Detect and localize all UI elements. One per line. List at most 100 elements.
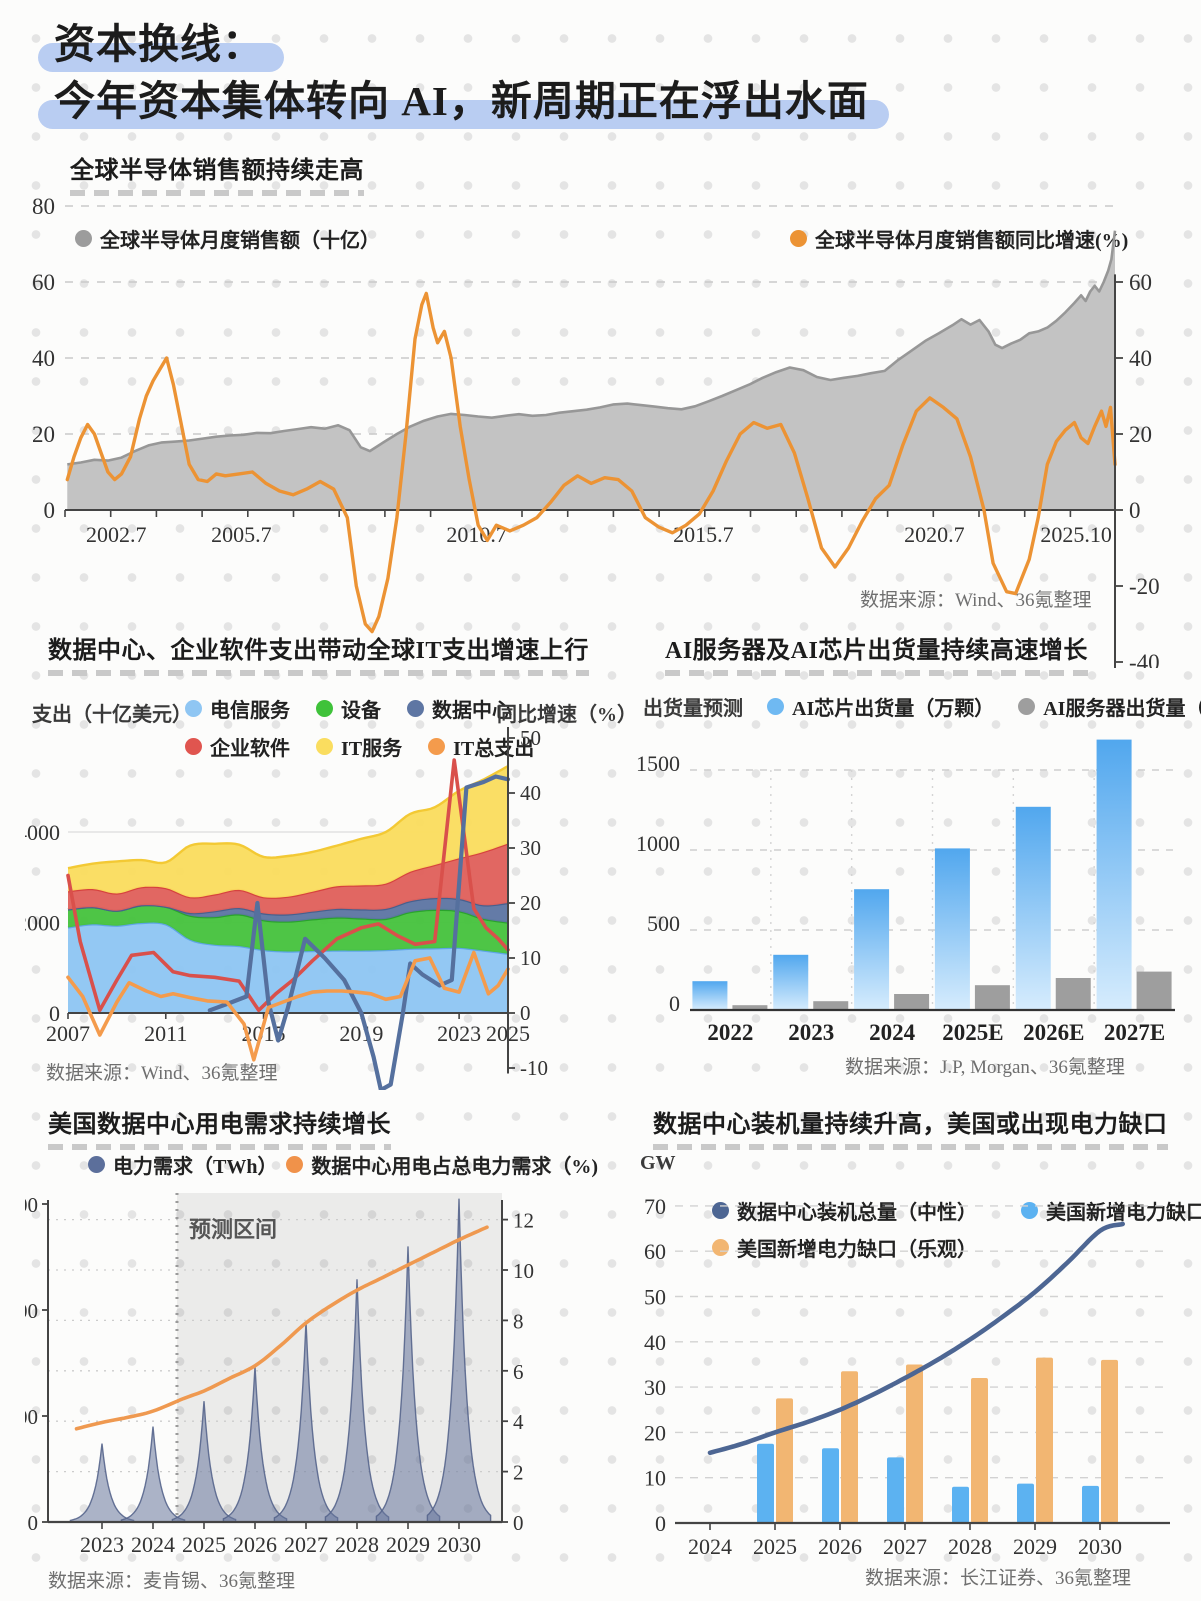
svg-text:1500: 1500 xyxy=(636,751,680,776)
svg-text:4: 4 xyxy=(513,1410,524,1434)
svg-text:6: 6 xyxy=(513,1360,524,1384)
section-title-wrap: 数据中心装机量持续升高，美国或出现电力缺口 xyxy=(653,1104,1168,1150)
chart-source: 数据来源：J.P, Morgan、36氪整理 xyxy=(845,1057,1125,1078)
svg-text:40: 40 xyxy=(644,1330,666,1355)
svg-text:40: 40 xyxy=(1129,346,1152,371)
svg-text:2025: 2025 xyxy=(753,1534,797,1559)
svg-text:2029: 2029 xyxy=(1013,1534,1057,1559)
forecast-note-label: 出货量预测 xyxy=(643,698,743,720)
title-highlight-2: 今年资本集体转向 AI，新周期正在浮出水面 xyxy=(38,81,889,129)
title-underline xyxy=(653,1144,1168,1150)
svg-text:60: 60 xyxy=(644,1239,666,1264)
legend-item: IT总支出 xyxy=(428,732,534,761)
legend-label: 全球半导体月度销售额同比增速(%) xyxy=(815,230,1129,252)
legend-item: 数据中心用电占总电力需求（%) xyxy=(286,1150,598,1179)
svg-text:70: 70 xyxy=(644,1194,666,1219)
svg-text:0: 0 xyxy=(520,1001,531,1025)
svg-text:2002.7: 2002.7 xyxy=(86,522,147,547)
legend-dot-icon xyxy=(286,1156,304,1173)
legend-item: AI服务器出货量（万台） xyxy=(1018,692,1201,721)
svg-text:30: 30 xyxy=(644,1375,666,1400)
svg-text:2022: 2022 xyxy=(707,1020,753,1045)
legend-item: 电力需求（TWh） xyxy=(88,1150,277,1179)
svg-text:2005.7: 2005.7 xyxy=(211,522,272,547)
svg-text:50: 50 xyxy=(644,1285,666,1310)
legend-label: 设备 xyxy=(341,700,381,722)
section-title: 全球半导体销售额持续走高 xyxy=(70,150,364,196)
legend-dot-icon xyxy=(767,698,784,715)
svg-text:2030: 2030 xyxy=(1078,1534,1122,1559)
svg-text:20: 20 xyxy=(1129,422,1152,447)
svg-text:2025.10: 2025.10 xyxy=(1040,522,1112,547)
legend-dot-icon xyxy=(316,700,333,717)
svg-text:2024: 2024 xyxy=(131,1532,175,1557)
legend-label: 数据中心 xyxy=(432,700,512,722)
page-title-line-2: 今年资本集体转向 AI，新周期正在浮出水面 xyxy=(38,81,889,129)
svg-text:20: 20 xyxy=(520,891,541,915)
svg-text:40: 40 xyxy=(520,781,541,805)
legend-item: 数据中心 xyxy=(407,694,512,723)
svg-text:10: 10 xyxy=(644,1466,666,1491)
legend-label: 数据中心装机总量（中性） xyxy=(737,1202,977,1224)
section-title: AI服务器及AI芯片出货量持续高速增长 xyxy=(665,630,1088,676)
chart-source: 数据来源：长江证券、36氪整理 xyxy=(865,1568,1132,1589)
legend-dot-icon xyxy=(316,738,333,755)
it-spending-chart-canvas: 020004000200720112015201920232025-100102… xyxy=(25,726,548,1090)
svg-text:-20: -20 xyxy=(1129,574,1160,599)
svg-text:2023: 2023 xyxy=(788,1020,834,1045)
svg-text:预测区间: 预测区间 xyxy=(189,1217,277,1242)
svg-text:-40: -40 xyxy=(1129,650,1160,668)
svg-text:0: 0 xyxy=(28,1511,39,1535)
svg-text:600: 600 xyxy=(25,1193,38,1217)
legend-item: IT服务 xyxy=(316,732,402,761)
svg-text:2027E: 2027E xyxy=(1104,1020,1165,1045)
svg-text:2026: 2026 xyxy=(233,1532,277,1557)
legend-label: 电信服务 xyxy=(210,700,290,722)
legend-label: 数据中心用电占总电力需求（%) xyxy=(311,1156,598,1178)
svg-text:2019: 2019 xyxy=(339,1021,383,1046)
title-underline xyxy=(48,670,589,676)
ai-shipments-legend: 出货量预测 AI芯片出货量（万颗） AI服务器出货量（万台） xyxy=(643,692,1201,721)
svg-text:2027: 2027 xyxy=(284,1532,328,1557)
page-header: 资本换线： 今年资本集体转向 AI，新周期正在浮出水面 xyxy=(38,24,889,129)
legend-item: 设备 xyxy=(316,694,381,723)
legend-label: 美国新增电力缺口（中性） xyxy=(1046,1202,1201,1224)
legend-dot-icon xyxy=(790,230,807,247)
svg-text:0: 0 xyxy=(669,991,680,1016)
svg-text:400: 400 xyxy=(25,1299,38,1323)
legend-dot-icon xyxy=(1018,698,1036,715)
title-underline xyxy=(70,190,364,196)
svg-text:2011: 2011 xyxy=(144,1021,187,1046)
legend-item-semi-growth: 全球半导体月度销售额同比增速(%) xyxy=(790,224,1128,253)
ai-shipments-chart-canvas: 0 500 1000 1500 2022 2023 2024 2025E 2026E 2027E xyxy=(636,739,1175,1045)
svg-text:40: 40 xyxy=(32,346,55,371)
svg-text:2020.7: 2020.7 xyxy=(904,522,965,547)
svg-text:10: 10 xyxy=(513,1259,534,1283)
section-title: 数据中心装机量持续升高，美国或出现电力缺口 xyxy=(653,1104,1168,1150)
svg-text:2025E: 2025E xyxy=(942,1020,1003,1045)
title-underline xyxy=(665,670,1088,676)
svg-text:2026E: 2026E xyxy=(1023,1020,1084,1045)
svg-text:2024: 2024 xyxy=(869,1020,916,1045)
legend-dot-icon xyxy=(407,700,424,717)
svg-text:2028: 2028 xyxy=(335,1532,379,1557)
title-underline xyxy=(48,1144,391,1150)
it-spending-legend: 电信服务 设备 数据中心 企业软件 IT服务 IT总支出 xyxy=(185,694,534,761)
svg-text:0: 0 xyxy=(49,1001,60,1026)
svg-text:0: 0 xyxy=(655,1511,666,1536)
right-axis-unit-label: 同比增速（%） xyxy=(497,704,637,726)
legend-label: IT服务 xyxy=(341,738,403,760)
svg-text:4000: 4000 xyxy=(25,820,60,845)
svg-text:2: 2 xyxy=(513,1461,524,1485)
legend-label: 全球半导体月度销售额（十亿） xyxy=(100,230,380,252)
section-title: 美国数据中心用电需求持续增长 xyxy=(48,1104,391,1150)
svg-text:12: 12 xyxy=(513,1209,534,1233)
svg-text:0: 0 xyxy=(1129,498,1141,523)
legend-label: 电力需求（TWh） xyxy=(113,1156,278,1178)
section-title-wrap: 全球半导体销售额持续走高 xyxy=(70,150,364,196)
svg-text:2029: 2029 xyxy=(386,1532,430,1557)
title-highlight-1: 资本换线： xyxy=(38,24,284,72)
svg-text:60: 60 xyxy=(1129,270,1152,295)
